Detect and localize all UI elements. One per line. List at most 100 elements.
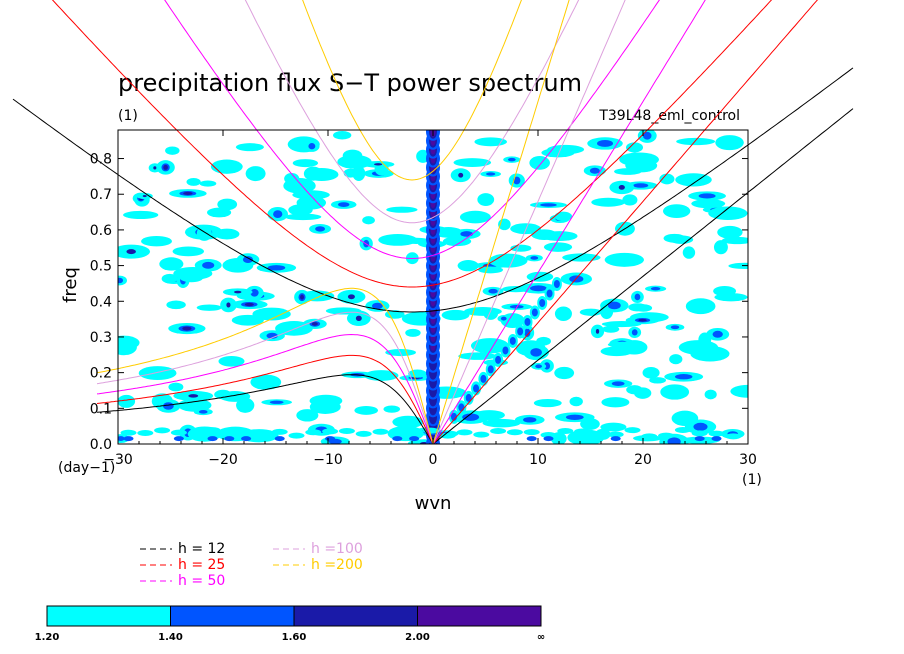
contour-blob	[601, 321, 642, 328]
legend-label: h = 12	[178, 541, 225, 557]
contour-blob	[487, 365, 494, 374]
y-tick-label: 0.3	[90, 330, 112, 346]
legend-label: h = 50	[178, 573, 225, 589]
contour-blob	[539, 298, 546, 307]
contour-blob	[590, 431, 607, 438]
contour-blob	[141, 235, 172, 247]
contour-blob	[333, 130, 352, 140]
y-tick-label: 0.6	[90, 223, 112, 239]
contour-blob	[207, 207, 232, 218]
contour-blob	[533, 398, 562, 408]
contour-blob	[641, 433, 658, 440]
contour-blob	[535, 364, 543, 369]
contour-blob	[477, 193, 495, 206]
contour-blob	[569, 396, 583, 407]
y-axis-label: freq	[60, 267, 81, 303]
contour-blob	[202, 261, 215, 269]
contour-blob	[163, 164, 168, 170]
contour-blob	[638, 318, 647, 322]
contour-blob	[663, 204, 691, 218]
contour-blob	[691, 198, 726, 209]
contour-blob	[274, 436, 285, 442]
contour-blob	[730, 384, 748, 398]
y-tick-label: 0.5	[90, 259, 112, 275]
contour-blob	[406, 431, 423, 438]
contour-blob	[691, 430, 708, 437]
contour-blob	[405, 328, 421, 337]
contour-blob	[224, 436, 235, 442]
contour-blob	[483, 307, 499, 320]
contour-blob	[292, 190, 330, 200]
contour-blob	[137, 429, 154, 436]
chart-title: precipitation flux S−T power spectrum	[118, 69, 582, 97]
contour-blob	[163, 402, 174, 410]
contour-blob	[473, 384, 480, 393]
contour-blob	[589, 167, 600, 174]
colorbar-swatch	[46, 605, 171, 627]
contour-blob	[526, 436, 537, 442]
contour-blob	[459, 210, 491, 224]
contour-blob	[618, 185, 625, 190]
contour-blob	[378, 234, 418, 246]
contour-blob	[524, 328, 531, 337]
contour-blob	[221, 432, 238, 439]
contour-blob	[513, 176, 521, 185]
contour-blob	[694, 436, 705, 442]
kelvin-curve-2	[432, 0, 706, 444]
contour-blob	[488, 288, 498, 294]
contour-blob	[500, 316, 507, 321]
contour-blob	[267, 265, 286, 271]
contour-blob	[458, 352, 497, 360]
contour-blob	[118, 339, 137, 356]
contour-blob	[624, 427, 641, 434]
contour-blob	[595, 329, 600, 334]
contour-field	[118, 130, 748, 444]
contour-blob	[610, 436, 621, 442]
x-tick-label: 20	[634, 452, 652, 468]
inertia-gravity-curve-3	[244, 0, 580, 224]
contour-blob	[210, 159, 243, 174]
contour-blob	[304, 168, 339, 181]
contour-blob	[523, 417, 537, 423]
contour-blob	[517, 327, 524, 336]
contour-blob	[698, 193, 716, 199]
axes: −30 −20 −10 0 10 20 30 0.0 0.1 0.2 0.3 0.4 0.5 0.6 0.7…	[90, 130, 757, 468]
contour-blob	[530, 348, 542, 357]
contour-blob	[619, 152, 660, 167]
contour-blob	[374, 163, 383, 166]
contour-blob	[244, 302, 254, 307]
colorbar-swatch	[170, 605, 295, 627]
contour-blob	[362, 216, 375, 225]
x-tick-label: −30	[103, 452, 133, 468]
contour-blob	[451, 412, 457, 421]
contour-blob	[166, 300, 186, 310]
contour-blob	[611, 381, 625, 386]
contour-blob	[543, 242, 573, 252]
contour-blob	[470, 338, 510, 354]
contour-blob	[480, 374, 487, 383]
contour-blob	[523, 429, 540, 436]
colorbar-swatch	[293, 605, 418, 627]
contour-blob	[273, 210, 283, 219]
contour-blob	[650, 287, 661, 291]
x-tick-label: 30	[739, 452, 757, 468]
contour-blob	[235, 143, 264, 152]
contour-blob	[529, 285, 547, 292]
contour-blob	[642, 131, 652, 140]
contour-blob	[456, 429, 473, 436]
contour-blob	[565, 414, 584, 420]
contour-blob	[553, 280, 560, 289]
contour-blob	[284, 213, 322, 221]
contour-blob	[207, 436, 218, 442]
inertia-gravity-curve-1	[51, 0, 773, 288]
kelvin-curve-3	[432, 0, 626, 444]
contour-blob	[199, 180, 217, 187]
contour-blob	[354, 405, 379, 415]
contour-blob	[540, 432, 557, 439]
contour-blob	[383, 405, 401, 413]
kelvin-curve-0	[432, 108, 854, 444]
contour-blob	[478, 266, 504, 274]
contour-blob	[460, 231, 473, 237]
contour-blob	[713, 240, 728, 255]
contour-blob	[234, 290, 242, 294]
